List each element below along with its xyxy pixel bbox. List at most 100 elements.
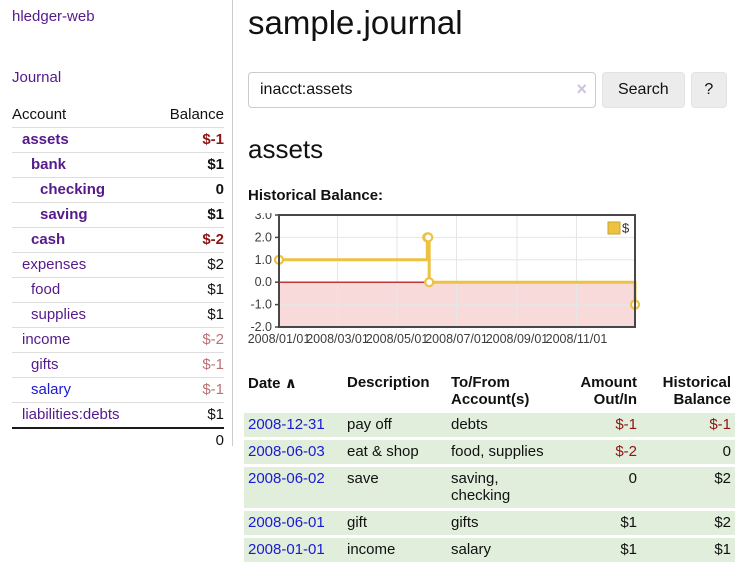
legend-label: $ bbox=[622, 221, 630, 236]
search-row: × Search ? bbox=[248, 72, 727, 108]
register-header-accounts: To/From Account(s) bbox=[451, 374, 530, 408]
account-balance: $-1 bbox=[152, 352, 224, 378]
register-header-amount: Amount Out/In bbox=[580, 374, 637, 408]
account-cell: supplies bbox=[12, 302, 153, 328]
data-point-marker bbox=[424, 277, 435, 288]
register-description-cell: income bbox=[347, 541, 396, 558]
x-axis-tick-label: 2008/11/01 bbox=[546, 332, 608, 346]
account-row: bank $1 bbox=[12, 152, 224, 178]
transaction-date-link[interactable]: 2008-01-01 bbox=[248, 541, 325, 558]
register-description-cell: gift bbox=[347, 514, 368, 531]
sidebar-item-journal[interactable]: Journal bbox=[12, 69, 62, 86]
register-accounts-cell: food, supplies bbox=[451, 443, 544, 460]
register-balance-cell: 0 bbox=[722, 443, 731, 460]
register-accounts-cell: saving, checking bbox=[451, 470, 511, 504]
account-cell: food bbox=[12, 277, 153, 303]
register-row[interactable]: 2008-01-01 income salary $1 $1 bbox=[244, 538, 735, 562]
sidebar: hledger-web Journal Account Balance asse… bbox=[0, 0, 233, 453]
account-row: checking 0 bbox=[12, 177, 224, 203]
account-link[interactable]: expenses bbox=[22, 256, 87, 273]
account-link[interactable]: bank bbox=[31, 156, 67, 173]
y-axis-tick-label: -1.0 bbox=[250, 298, 272, 312]
account-balance: $-1 bbox=[152, 127, 224, 153]
register-row[interactable]: 2008-12-31 pay off debts $-1 $-1 bbox=[244, 413, 735, 437]
account-balance: $-2 bbox=[152, 327, 224, 353]
register-row[interactable]: 2008-06-01 gift gifts $1 $2 bbox=[244, 511, 735, 535]
app-brand-link[interactable]: hledger-web bbox=[12, 8, 95, 25]
account-cell: income bbox=[12, 327, 153, 353]
register-header-date[interactable]: Date ∧ bbox=[244, 372, 343, 410]
register-accounts-cell: debts bbox=[451, 416, 488, 433]
balance-chart[interactable]: $3.0 2.0 1.0 0.0 -1.0 -2.0 2008/01/01 2008/03/0… bbox=[248, 213, 727, 349]
account-link[interactable]: supplies bbox=[31, 306, 87, 323]
transaction-date-link[interactable]: 2008-06-02 bbox=[248, 470, 325, 487]
register-accounts-cell: salary bbox=[451, 541, 492, 558]
accounts-header-account: Account bbox=[12, 106, 67, 123]
search-button[interactable]: Search bbox=[601, 72, 685, 108]
register-date-cell: 2008-01-01 bbox=[244, 538, 343, 562]
accounts-total-value: 0 bbox=[152, 427, 224, 453]
legend-swatch bbox=[607, 221, 621, 235]
account-cell: gifts bbox=[12, 352, 153, 378]
account-balance: $1 bbox=[152, 152, 224, 178]
chart-title: Historical Balance: bbox=[248, 187, 384, 204]
sort-ascending-icon: ∧ bbox=[284, 375, 297, 392]
account-cell: cash bbox=[12, 227, 153, 253]
account-balance: $-1 bbox=[152, 377, 224, 403]
account-link[interactable]: salary bbox=[31, 381, 72, 398]
register-balance-cell: $1 bbox=[714, 541, 731, 558]
account-link[interactable]: liabilities:debts bbox=[22, 406, 120, 423]
account-row: salary $-1 bbox=[12, 377, 224, 403]
account-row: assets $-1 bbox=[12, 127, 224, 153]
register-amount-cell: $1 bbox=[620, 514, 637, 531]
account-link[interactable]: income bbox=[22, 331, 71, 348]
x-axis-tick-label: 2008/05/01 bbox=[366, 332, 429, 346]
account-row: supplies $1 bbox=[12, 302, 224, 328]
account-link[interactable]: assets bbox=[22, 131, 69, 148]
account-row: cash $-2 bbox=[12, 227, 224, 253]
data-point-marker bbox=[423, 232, 434, 243]
transaction-date-link[interactable]: 2008-12-31 bbox=[248, 416, 325, 433]
register-header-balance: Historical Balance bbox=[662, 374, 731, 408]
register-amount-cell: $-1 bbox=[615, 416, 637, 433]
app-root: hledger-web Journal Account Balance asse… bbox=[0, 0, 735, 562]
account-balance: $1 bbox=[152, 402, 224, 428]
register-date-cell: 2008-06-02 bbox=[244, 467, 343, 508]
search-input-wrap: × bbox=[248, 72, 596, 108]
x-axis-tick-label: 2008/01/01 bbox=[248, 332, 310, 346]
account-link[interactable]: cash bbox=[31, 231, 66, 248]
page-title: sample.journal bbox=[248, 4, 463, 41]
accounts-total-row: 0 bbox=[12, 427, 224, 453]
register-date-cell: 2008-06-01 bbox=[244, 511, 343, 535]
account-balance: $-2 bbox=[152, 227, 224, 253]
register-row[interactable]: 2008-06-03 eat & shop food, supplies $-2 0 bbox=[244, 440, 735, 464]
chart-border bbox=[278, 214, 636, 328]
account-cell: expenses bbox=[12, 252, 153, 278]
y-axis-tick-label: -2.0 bbox=[250, 320, 272, 334]
register-balance-cell: $2 bbox=[714, 514, 731, 531]
y-axis-tick-label: 2.0 bbox=[255, 230, 272, 244]
account-link[interactable]: gifts bbox=[31, 356, 59, 373]
help-button[interactable]: ? bbox=[690, 72, 727, 108]
register-header-row: Date ∧ Description To/From Account(s) Am… bbox=[244, 372, 735, 410]
account-row: expenses $2 bbox=[12, 252, 224, 278]
account-cell: assets bbox=[12, 127, 153, 153]
register-description-cell: eat & shop bbox=[347, 443, 419, 460]
clear-search-icon[interactable]: × bbox=[576, 79, 587, 99]
search-input[interactable] bbox=[248, 72, 596, 108]
register-description-cell: pay off bbox=[347, 416, 392, 433]
account-balance: $1 bbox=[152, 202, 224, 228]
account-link[interactable]: checking bbox=[40, 181, 106, 198]
transaction-date-link[interactable]: 2008-06-03 bbox=[248, 443, 325, 460]
account-link[interactable]: food bbox=[31, 281, 61, 298]
account-balance: 0 bbox=[152, 177, 224, 203]
account-link[interactable]: saving bbox=[40, 206, 88, 223]
y-axis-tick-label: 1.0 bbox=[255, 253, 272, 267]
y-axis-tick-label: 0.0 bbox=[255, 275, 272, 289]
register-date-cell: 2008-06-03 bbox=[244, 440, 343, 464]
transaction-date-link[interactable]: 2008-06-01 bbox=[248, 514, 325, 531]
account-cell: bank bbox=[12, 152, 153, 178]
account-row: gifts $-1 bbox=[12, 352, 224, 378]
x-axis-tick-label: 2008/03/01 bbox=[306, 332, 369, 346]
register-row[interactable]: 2008-06-02 save saving, checking 0 $2 bbox=[244, 467, 735, 508]
